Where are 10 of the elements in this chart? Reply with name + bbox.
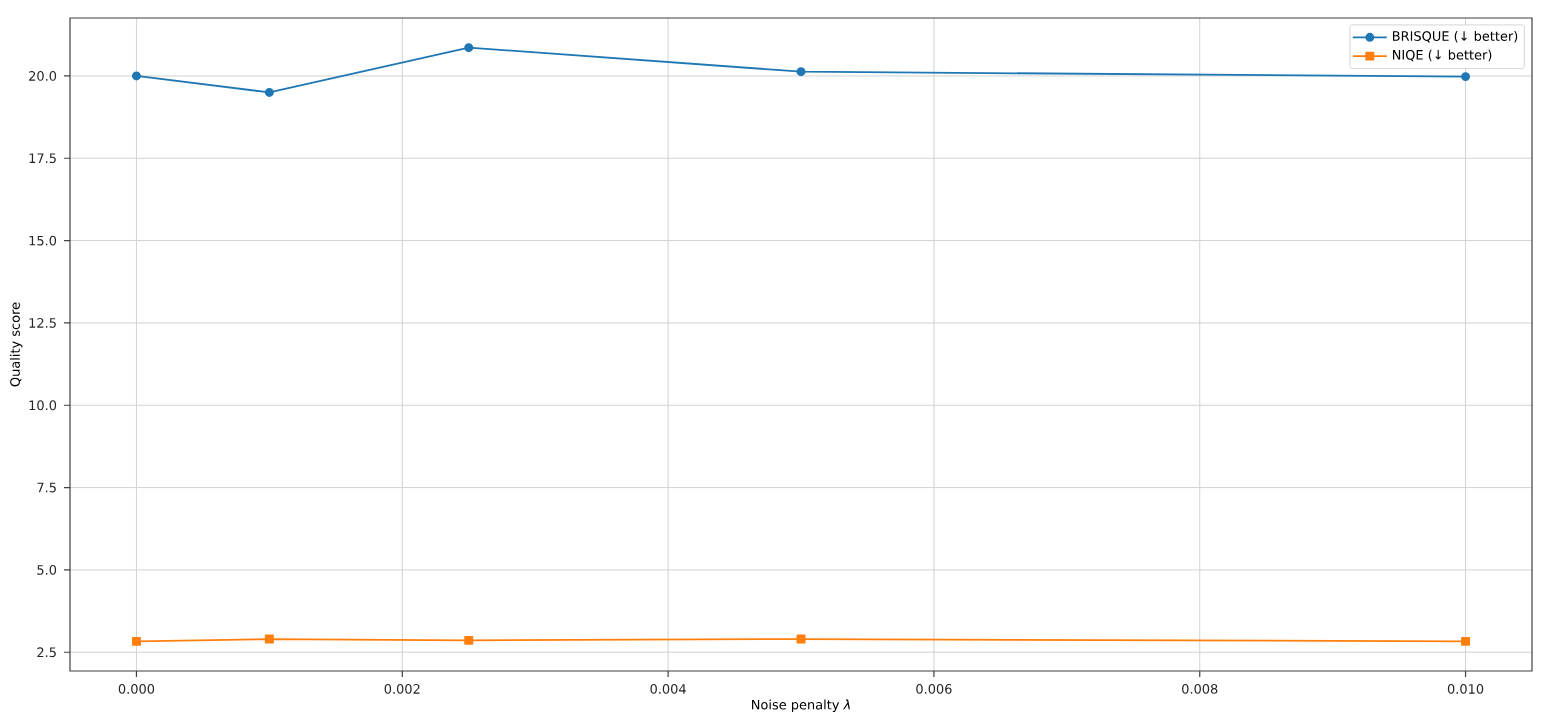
point [1461,636,1471,646]
point [264,87,274,97]
point [464,43,474,53]
point [131,636,141,646]
point [131,71,141,81]
point [1461,72,1471,82]
point [796,634,806,644]
point [464,635,474,645]
point [264,634,274,644]
point [796,67,806,77]
